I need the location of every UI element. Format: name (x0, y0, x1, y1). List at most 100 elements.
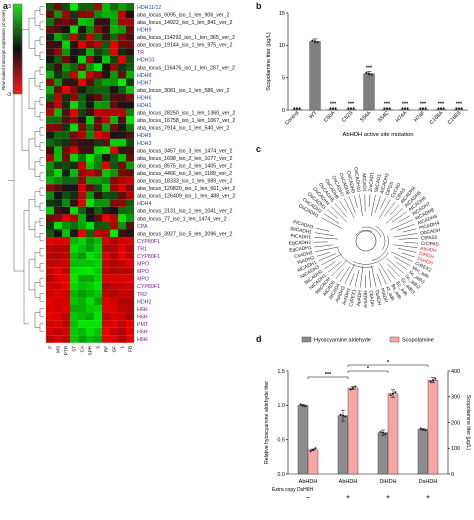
gene-label: HDH8 (137, 73, 151, 79)
heatmap-cell (110, 184, 118, 192)
colorbar-tick: 3 (8, 4, 11, 10)
heatmap-cell (70, 305, 78, 313)
heatmap-cell (110, 237, 118, 245)
heatmap-cell (70, 327, 78, 336)
heatmap-cell (62, 116, 70, 124)
gene-label: H6H (137, 307, 148, 313)
heatmap-cell (86, 25, 94, 34)
heatmap-cell (86, 161, 94, 170)
data-point (394, 391, 397, 394)
heatmap-cell (70, 199, 78, 207)
heatmap-cell (102, 169, 110, 177)
data-point (311, 39, 314, 42)
heatmap-cell (70, 154, 78, 162)
heatmap-cell (54, 289, 62, 298)
gene-label: aba_locus_28250_iso_1_len_1360_ver_2 (137, 111, 235, 117)
heatmap-cell (46, 131, 54, 139)
heatmap-cell (126, 176, 134, 185)
heatmap-cell (126, 116, 134, 124)
heatmap-cell (94, 146, 102, 154)
gene-label: TR1 (137, 246, 147, 252)
heatmap-cell (126, 131, 134, 139)
heatmap-cell (126, 93, 134, 102)
heatmap-cell (78, 131, 86, 139)
heatmap-cell (126, 123, 134, 132)
heatmap-cell (86, 18, 94, 26)
gene-label: MPO (137, 277, 149, 283)
heatmap-cell (70, 320, 78, 328)
data-point (419, 107, 422, 110)
heatmap-cell (102, 327, 110, 336)
heatmap-cell (110, 123, 118, 132)
heatmap-cell (62, 131, 70, 139)
heatmap-cell (110, 289, 118, 298)
heatmap-cell (86, 101, 94, 109)
bar-hyoscyamine (297, 405, 309, 475)
heatmap-cell (62, 18, 70, 26)
right-tick-label: 400 (451, 369, 460, 375)
heatmap-cell (94, 221, 102, 230)
heatmap-cell (118, 229, 126, 238)
heatmap-cell (118, 33, 126, 41)
heatmap-cell (94, 289, 102, 298)
heatmap-cell (62, 70, 70, 79)
heatmap-cell (78, 70, 86, 79)
data-point (316, 41, 319, 44)
heatmap-cell (62, 3, 70, 11)
heatmap-cell (126, 305, 134, 313)
heatmap-cell (126, 78, 134, 87)
heatmap-cell (62, 184, 70, 192)
heatmap-cell (86, 176, 94, 185)
heatmap-cell (78, 146, 86, 154)
heatmap-cell (62, 10, 70, 19)
heatmap-cell (78, 214, 86, 222)
data-point (429, 380, 432, 383)
heatmap-cell (126, 320, 134, 328)
heatmap-cell (54, 93, 62, 102)
data-point (422, 428, 424, 431)
heatmap-cell (86, 237, 94, 245)
heatmap-cell (118, 312, 126, 321)
heatmap-cell (70, 184, 78, 192)
category-label: S54A (359, 110, 373, 124)
heatmap-cell (126, 55, 134, 64)
heatmap-cell (62, 169, 70, 177)
heatmap-cell (126, 282, 134, 290)
heatmap-cell (118, 191, 126, 200)
heatmap-cell (86, 282, 94, 290)
heatmap-cell (70, 146, 78, 154)
heatmap-cell (118, 237, 126, 245)
heatmap-cell (110, 274, 118, 283)
heatmap-cell (94, 93, 102, 102)
heatmap-cell (62, 206, 70, 215)
heatmap-cell (126, 327, 134, 336)
heatmap-cell (46, 25, 54, 34)
heatmap-cell (78, 244, 86, 253)
heatmap-cell (110, 86, 118, 94)
heatmap-cell (102, 176, 110, 185)
heatmap-cell (126, 259, 134, 268)
tree-leaf-label: ClPAS2 (421, 235, 438, 242)
data-point (347, 107, 350, 110)
heatmap-cell (78, 282, 86, 290)
legend-label: Scopolamine (402, 338, 434, 344)
heatmap-cell (110, 335, 118, 343)
heatmap-cell (78, 86, 86, 94)
gene-label: H6H (137, 337, 148, 343)
heatmap-cell (78, 305, 86, 313)
data-point (389, 394, 392, 397)
heatmap-cell (46, 244, 54, 253)
heatmap-cell (102, 161, 110, 170)
heatmap-cell (86, 320, 94, 328)
heatmap-cell (110, 161, 118, 170)
data-point (388, 107, 391, 110)
heatmap-cell (118, 282, 126, 290)
heatmap-cell (118, 18, 126, 26)
heatmap-cell (94, 327, 102, 336)
heatmap-cell (110, 320, 118, 328)
heatmap-cell (54, 18, 62, 26)
heatmap-cell (78, 154, 86, 162)
gene-label: HDH2 (137, 299, 151, 305)
category-label: Control (284, 110, 300, 126)
heatmap-cell (94, 116, 102, 124)
